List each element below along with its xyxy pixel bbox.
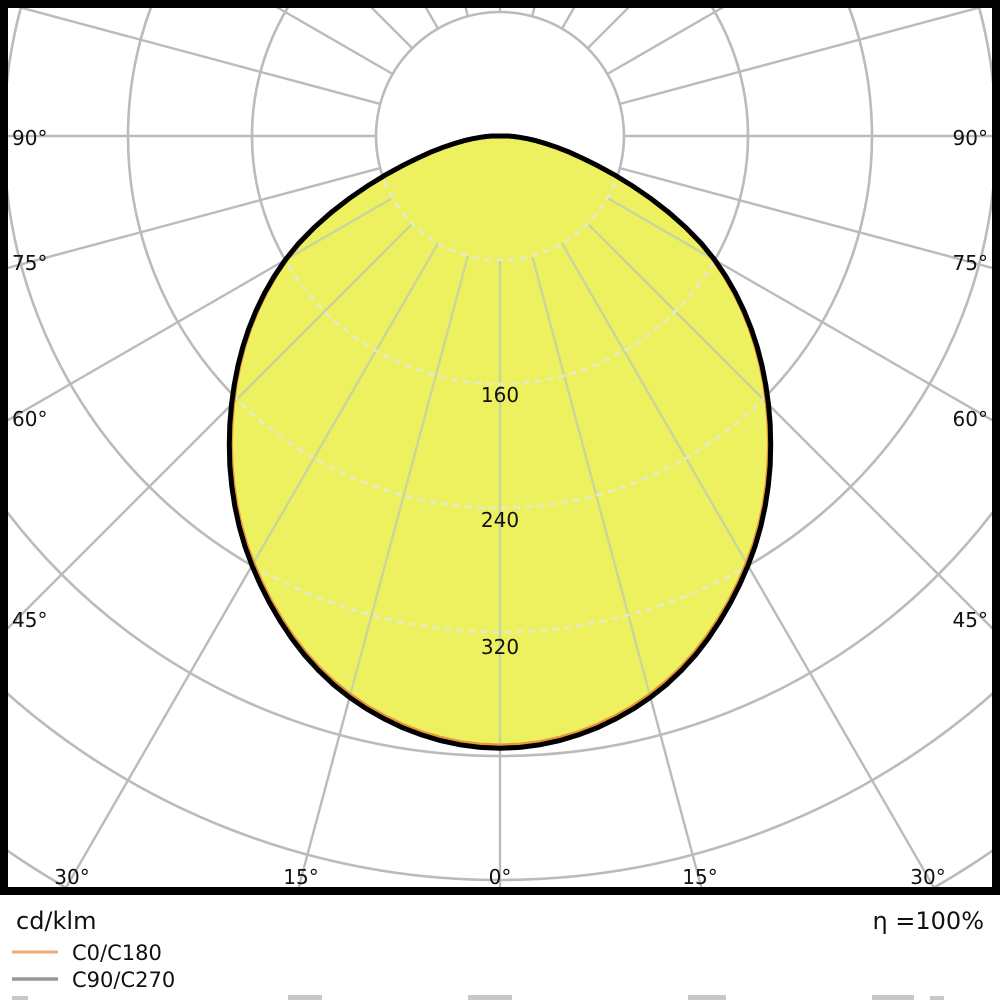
- angle-tick-label: 90°: [12, 126, 47, 150]
- angle-tick-label: 75°: [953, 251, 988, 275]
- angle-tick-label: 0°: [489, 865, 512, 889]
- efficiency-label: η =100%: [872, 907, 984, 935]
- radius-tick-label: 160: [481, 383, 519, 407]
- radius-tick-label: 240: [481, 508, 519, 532]
- angle-tick-labels: 90° 75° 60° 45° 90° 75° 60° 45° 30° 15° 0° 15° 30°: [12, 126, 988, 889]
- angle-tick-label: 15°: [682, 865, 717, 889]
- chart-frame: [0, 0, 1000, 895]
- angle-tick-label: 60°: [12, 407, 47, 431]
- radius-tick-labels: 160 240 320: [481, 383, 519, 659]
- radius-tick-label: 320: [481, 635, 519, 659]
- legend: C0/C180 C90/C270: [12, 941, 175, 992]
- angle-tick-label: 45°: [953, 608, 988, 632]
- curve-c90-c270: [226, 133, 774, 751]
- angle-tick-label: 75°: [12, 251, 47, 275]
- angle-tick-label: 15°: [283, 865, 318, 889]
- angle-tick-label: 30°: [910, 865, 945, 889]
- angle-tick-label: 30°: [54, 865, 89, 889]
- cropped-content-artifacts: [12, 995, 944, 1000]
- angle-tick-label: 60°: [953, 407, 988, 431]
- angle-tick-label: 45°: [12, 608, 47, 632]
- legend-label-c0-c180: C0/C180: [72, 941, 162, 965]
- angle-tick-label: 90°: [953, 126, 988, 150]
- legend-label-c90-c270: C90/C270: [72, 968, 175, 992]
- unit-label: cd/klm: [16, 907, 96, 935]
